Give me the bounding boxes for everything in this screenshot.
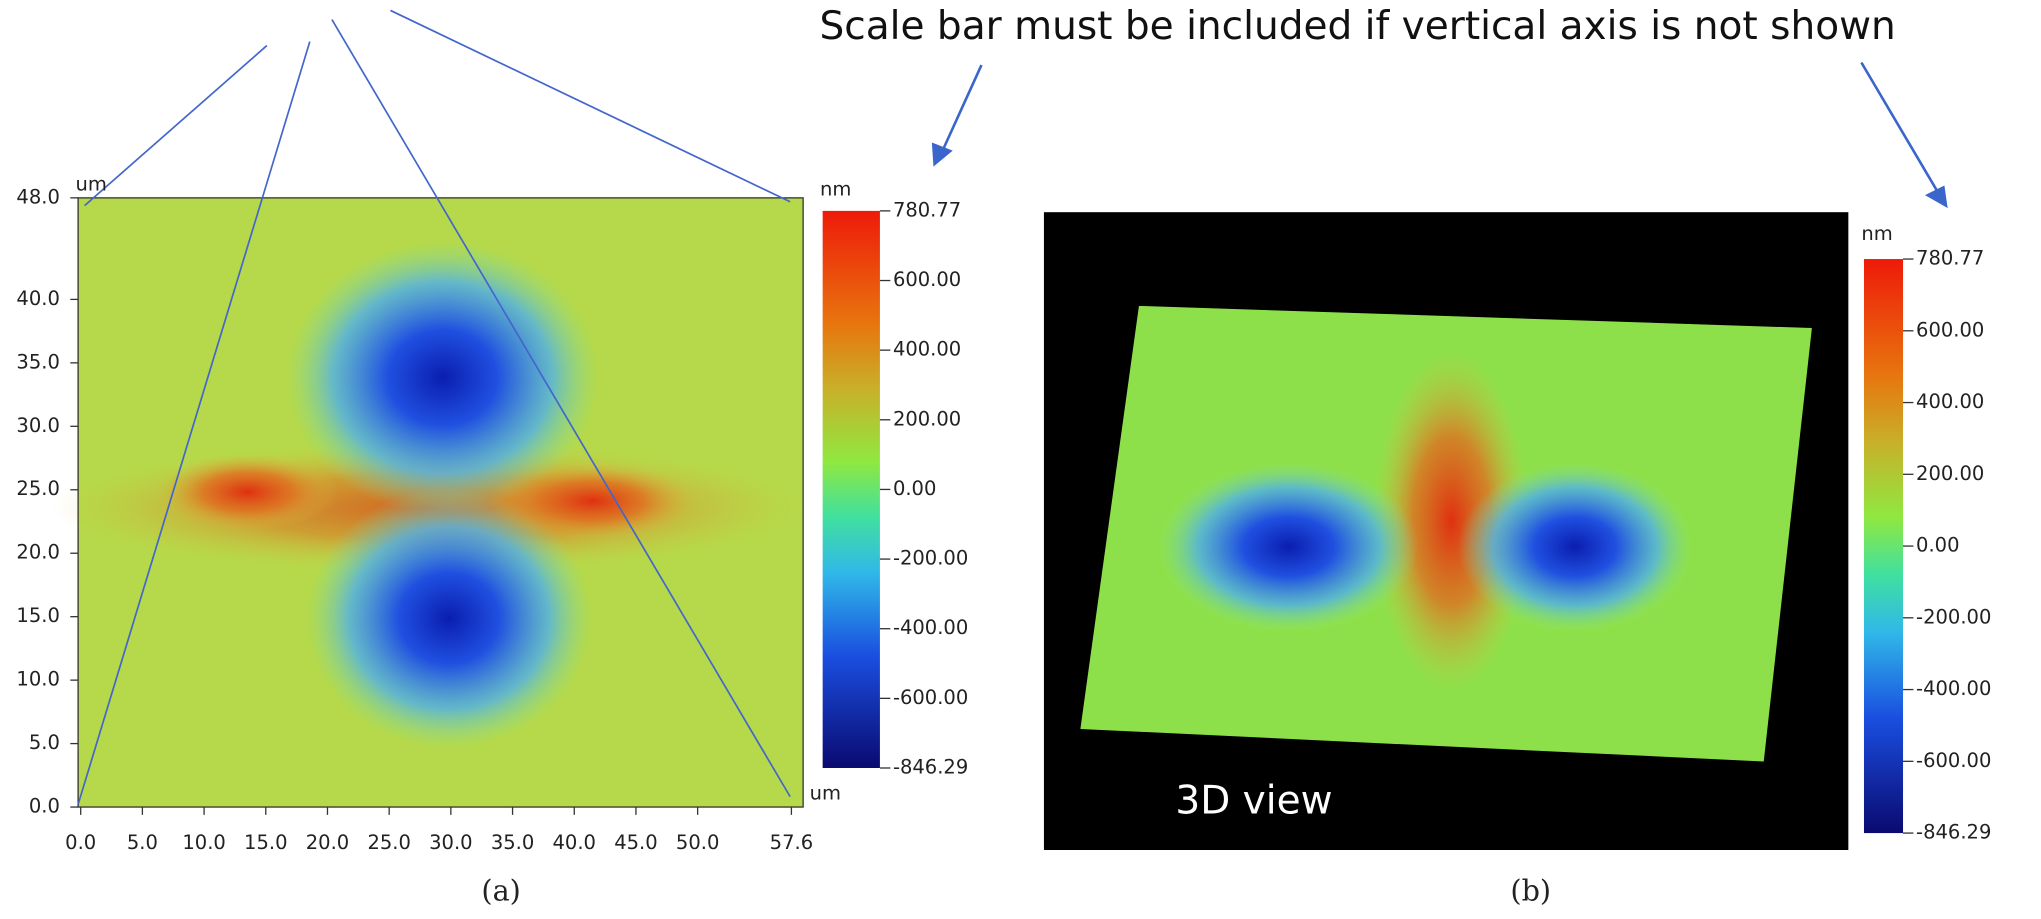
colorbar-tick-label: -400.00 [1916, 677, 1991, 700]
colorbar-tick-label: -200.00 [893, 547, 968, 570]
heatmap [52, 198, 807, 807]
arrows [933, 62, 1946, 205]
x-tick-label: 5.0 [127, 831, 158, 854]
x-tick-label: 15.0 [244, 831, 287, 854]
view-label: 3D view [1175, 779, 1332, 824]
colorbar-tick-label: -200.00 [1916, 605, 1991, 628]
annotation: Scale bar must be included if vertical a… [820, 4, 1896, 49]
page: Scale bar must be included if vertical a… [0, 0, 2041, 919]
caption: (b) [1510, 874, 1551, 908]
colorbar-tick-label: 600.00 [893, 268, 961, 291]
y-tick-label: 30.0 [16, 414, 59, 437]
colorbar-tick-label: -846.29 [893, 755, 968, 778]
x-tick-label: 20.0 [306, 831, 349, 854]
y-tick-label: 5.0 [29, 731, 60, 754]
x-unit: um [810, 782, 841, 805]
colorbar-tick-label: -600.00 [1916, 749, 1991, 772]
colorbar-tick-label: -400.00 [893, 616, 968, 639]
y-tick-label: 0.0 [29, 795, 60, 818]
colorbar-tick-label: 200.00 [893, 407, 961, 430]
caption: (a) [481, 874, 520, 908]
x-tick-label: 30.0 [429, 831, 472, 854]
colorbar-tick-label: 400.00 [1916, 390, 1984, 413]
colorbar [1864, 259, 1903, 833]
y-unit: um [75, 172, 106, 195]
colorbar-unit: nm [820, 178, 851, 201]
surface [1067, 299, 1822, 768]
x-tick-label: 10.0 [182, 831, 225, 854]
colorbar-unit: nm [1861, 222, 1892, 245]
colorbar-tick-label: 780.77 [1916, 247, 1984, 270]
x-tick-label: 35.0 [491, 831, 534, 854]
colorbar-tick-label: 200.00 [1916, 462, 1984, 485]
figure: Scale bar must be included if vertical a… [0, 0, 2041, 919]
x-tick-label: 57.6 [770, 831, 813, 854]
x-tick-label: 0.0 [65, 831, 96, 854]
y-tick-label: 48.0 [16, 185, 59, 208]
y-tick-label: 40.0 [16, 287, 59, 310]
x-tick-label: 25.0 [367, 831, 410, 854]
x-tick-label: 50.0 [676, 831, 719, 854]
colorbar-tick-label: 0.00 [1916, 534, 1959, 557]
y-tick-label: 15.0 [16, 604, 59, 627]
y-tick-label: 10.0 [16, 668, 59, 691]
y-tick-label: 25.0 [16, 477, 59, 500]
colorbar [823, 211, 880, 768]
colorbar-tick-label: -846.29 [1916, 821, 1991, 844]
x-tick-label: 45.0 [614, 831, 657, 854]
x-tick-label: 40.0 [553, 831, 596, 854]
colorbar-tick-label: -600.00 [893, 686, 968, 709]
colorbar-tick-label: 0.00 [893, 477, 936, 500]
colorbar-tick-label: 400.00 [893, 338, 961, 361]
colorbar-tick-label: 780.77 [893, 198, 961, 221]
colorbar-tick-label: 600.00 [1916, 318, 1984, 341]
y-tick-label: 35.0 [16, 350, 59, 373]
y-tick-label: 20.0 [16, 541, 59, 564]
